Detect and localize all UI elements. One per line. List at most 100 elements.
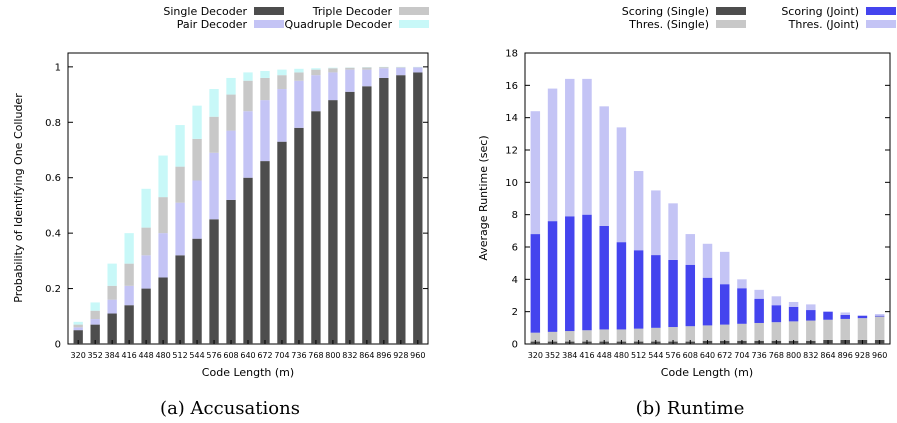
a-bar-448-series-3 xyxy=(141,188,151,228)
b-bar-320-series-2 xyxy=(530,234,541,333)
a-bar-480-series-3 xyxy=(158,155,168,198)
a-bar-672-series-1 xyxy=(260,100,270,162)
b-bar-640-series-3 xyxy=(702,243,713,278)
a-y-tick-label: 0.8 xyxy=(45,118,61,129)
a-x-tick-label: 384 xyxy=(105,351,120,360)
a-bar-544-series-3 xyxy=(192,105,202,139)
runtime-caption: (b) Runtime xyxy=(636,398,745,419)
a-legend-swatch xyxy=(399,20,429,28)
accusations-x-ticks: 320 352 384 416 448 480 512 544 576 608 640 672 704 7… xyxy=(71,340,425,360)
a-bar-640-series-3 xyxy=(243,72,253,81)
b-bar-384-series-2 xyxy=(565,216,575,332)
a-bar-384-series-1 xyxy=(107,299,117,314)
a-bar-352-series-2 xyxy=(90,310,100,320)
a-x-tick-label: 512 xyxy=(172,351,187,360)
a-x-tick-label: 352 xyxy=(88,351,103,360)
b-legend-label: Scoring (Joint) xyxy=(781,5,859,18)
runtime-legend: Scoring (Single)Thres. (Single) Scoring (… xyxy=(622,5,896,31)
a-bar-352-series-0 xyxy=(90,324,100,344)
a-x-tick-label: 864 xyxy=(359,351,374,360)
b-bar-416-series-1 xyxy=(582,330,592,342)
b-bar-960-series-2 xyxy=(874,315,885,317)
a-bar-704-series-2 xyxy=(277,75,287,90)
a-x-tick-label: 800 xyxy=(325,351,340,360)
b-bar-608-series-1 xyxy=(685,326,696,342)
a-bar-832-series-2 xyxy=(345,67,355,70)
a-bar-320-series-0 xyxy=(73,330,83,344)
a-bar-704-series-1 xyxy=(277,89,287,142)
a-bar-416-series-0 xyxy=(124,305,134,344)
a-x-tick-label: 736 xyxy=(291,351,306,360)
b-bar-960-series-1 xyxy=(874,316,885,340)
b-y-tick-label: 10 xyxy=(505,178,518,189)
accusations-y-axis-label: Probability of Identifying One Colluder xyxy=(12,93,25,303)
b-bar-480-series-1 xyxy=(616,329,627,342)
b-bar-800-series-1 xyxy=(788,321,799,341)
a-bar-416-series-3 xyxy=(124,233,134,264)
b-x-tick-label: 480 xyxy=(614,351,629,360)
b-x-tick-label: 832 xyxy=(803,351,818,360)
b-bar-384-series-3 xyxy=(565,78,575,217)
a-bar-672-series-2 xyxy=(260,77,270,101)
a-legend-swatch xyxy=(254,7,284,15)
a-bar-352-series-1 xyxy=(90,319,100,325)
a-bar-800-series-3 xyxy=(328,67,338,69)
b-bar-544-series-1 xyxy=(651,327,661,342)
b-bar-480-series-3 xyxy=(616,127,627,243)
b-bar-576-series-2 xyxy=(668,259,678,328)
a-bar-448-series-2 xyxy=(141,227,151,256)
a-legend-swatch xyxy=(399,7,429,15)
a-x-tick-label: 608 xyxy=(223,351,238,360)
b-bar-736-series-2 xyxy=(754,298,764,323)
a-bar-640-series-2 xyxy=(243,80,253,112)
a-x-tick-label: 672 xyxy=(257,351,272,360)
b-bar-704-series-1 xyxy=(737,323,747,341)
a-x-tick-label: 832 xyxy=(342,351,357,360)
b-y-tick-label: 16 xyxy=(505,81,518,92)
a-y-tick-label: 0.4 xyxy=(45,229,61,240)
b-x-tick-label: 800 xyxy=(786,351,801,360)
b-x-tick-label: 704 xyxy=(734,351,749,360)
b-bar-928-series-2 xyxy=(857,315,868,319)
a-legend-label: Single Decoder xyxy=(163,5,247,18)
b-bar-352-series-3 xyxy=(547,88,558,222)
a-x-tick-label: 416 xyxy=(121,351,136,360)
a-bar-736-series-1 xyxy=(294,80,304,128)
b-bar-896-series-2 xyxy=(840,314,850,319)
a-bar-832-series-1 xyxy=(345,69,355,92)
runtime-x-axis-label: Code Length (m) xyxy=(661,366,753,379)
b-bar-800-series-2 xyxy=(788,306,799,322)
b-bar-640-series-1 xyxy=(702,325,713,341)
a-y-tick-label: 0.6 xyxy=(45,173,61,184)
b-bar-896-series-1 xyxy=(840,318,850,340)
b-legend-label: Thres. (Single) xyxy=(628,18,709,31)
a-bar-448-series-1 xyxy=(141,255,151,289)
a-bar-896-series-0 xyxy=(379,77,389,344)
b-bar-352-series-2 xyxy=(547,221,558,332)
b-legend-swatch xyxy=(866,20,896,28)
a-bar-768-series-2 xyxy=(311,69,321,76)
a-y-tick-label: 1 xyxy=(55,62,61,73)
a-bar-608-series-2 xyxy=(226,94,236,131)
a-x-tick-label: 704 xyxy=(274,351,289,360)
b-x-tick-label: 608 xyxy=(683,351,698,360)
b-bar-928-series-1 xyxy=(857,318,868,340)
b-bar-608-series-2 xyxy=(685,264,696,327)
a-bar-576-series-3 xyxy=(209,89,219,117)
accusations-bars xyxy=(73,66,423,345)
b-x-tick-label: 448 xyxy=(597,351,612,360)
b-legend-swatch xyxy=(716,7,746,15)
b-bar-416-series-2 xyxy=(582,214,592,331)
b-bar-832-series-3 xyxy=(806,304,816,311)
a-bar-320-series-1 xyxy=(73,327,83,331)
a-bar-512-series-2 xyxy=(175,166,185,203)
b-bar-960-series-3 xyxy=(874,314,885,316)
b-bar-512-series-2 xyxy=(633,250,644,329)
b-legend-swatch xyxy=(866,7,896,15)
b-x-tick-label: 384 xyxy=(562,351,577,360)
a-x-tick-label: 960 xyxy=(410,351,425,360)
b-y-tick-label: 0 xyxy=(512,340,518,351)
a-x-tick-label: 928 xyxy=(393,351,408,360)
a-bar-928-series-2 xyxy=(396,67,406,68)
b-x-tick-label: 544 xyxy=(648,351,663,360)
